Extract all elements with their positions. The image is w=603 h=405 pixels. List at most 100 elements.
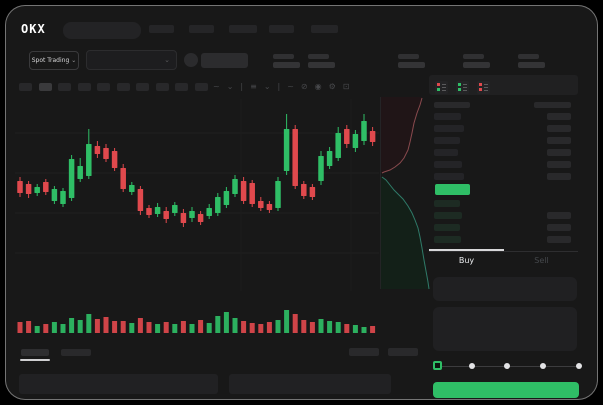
ask-price-cell[interactable] (434, 137, 460, 144)
layout-icon-chip (479, 83, 482, 86)
toolbar-icon[interactable]: ≡ (250, 81, 257, 91)
nav-item[interactable] (149, 25, 174, 33)
toolbar-interval-button[interactable] (39, 83, 52, 91)
layout-icon-line (484, 83, 488, 85)
layout-icon-line (463, 83, 467, 85)
tab-sell[interactable]: Sell (534, 256, 549, 265)
bid-price-cell[interactable] (434, 200, 460, 207)
order-input-field[interactable] (433, 307, 577, 351)
toolbar-icon[interactable]: | (240, 81, 244, 91)
chart-range-button[interactable] (388, 348, 418, 356)
orderbook-column-header (434, 102, 470, 108)
ask-amount-cell[interactable] (547, 113, 571, 120)
layout-icon-chip (437, 83, 440, 86)
ticker-stat-label (463, 54, 484, 59)
orderbook-layout-icon[interactable] (477, 81, 490, 94)
orderbook-column-header (534, 102, 571, 108)
ticker-stat-value (463, 62, 490, 68)
ticker-stat-label (308, 54, 329, 59)
okx-logo: OKX (21, 22, 46, 36)
layout-icon-line (484, 89, 488, 91)
bid-amount-cell[interactable] (547, 224, 571, 231)
layout-icon-line (442, 89, 446, 91)
bid-price-cell[interactable] (434, 236, 461, 243)
ask-amount-cell[interactable] (547, 137, 571, 144)
layout-icon-chip (479, 88, 482, 91)
spot-trading-dropdown[interactable]: Spot Trading ⌄ (29, 51, 79, 70)
slider-step-dot[interactable] (469, 363, 475, 369)
toolbar-interval-button[interactable] (136, 83, 149, 91)
layout-icon-line (463, 86, 467, 88)
slider-step-dot[interactable] (540, 363, 546, 369)
bottom-tab[interactable] (61, 349, 91, 356)
orderbook-layout-icon[interactable] (456, 81, 469, 94)
toolbar-interval-button[interactable] (175, 83, 188, 91)
toolbar-icon[interactable]: | (277, 81, 281, 91)
toolbar-interval-button[interactable] (195, 83, 208, 91)
amount-slider-handle[interactable] (433, 361, 442, 370)
layout-icon-chip (458, 88, 461, 91)
toolbar-icon[interactable]: ~ (287, 81, 294, 91)
toolbar-interval-button[interactable] (78, 83, 91, 91)
ask-price-cell[interactable] (434, 113, 461, 120)
toolbar-interval-button[interactable] (19, 83, 32, 91)
layout-icon-line (484, 86, 488, 88)
bottom-panel (229, 374, 391, 394)
ask-amount-cell[interactable] (547, 125, 571, 132)
nav-item[interactable] (189, 25, 214, 33)
toolbar-interval-button[interactable] (58, 83, 71, 91)
bid-price-cell[interactable] (434, 224, 460, 231)
ticker-stat-value (398, 62, 425, 68)
pair-select-dropdown[interactable]: ⌄ (86, 50, 177, 70)
active-tab-underline (429, 249, 504, 251)
layout-icon-chip (437, 88, 440, 91)
orderbook-layout-icon[interactable] (435, 81, 448, 94)
chart-range-button[interactable] (349, 348, 379, 356)
last-price-badge[interactable] (435, 184, 470, 195)
layout-icon-line (442, 86, 446, 88)
app-window: OKX Spot Trading ⌄ ⌄ ~ ⌄ | ≡ ⌄ | ~ ⊘ ◉ ⚙ ⊡ Buy Sel… (5, 5, 598, 400)
ticker-stat-value (308, 62, 335, 68)
ticker-stat-label (518, 54, 539, 59)
spot-trading-label: Spot Trading (31, 57, 70, 64)
trade-tabs-divider (429, 251, 578, 252)
ask-amount-cell[interactable] (547, 173, 571, 180)
nav-item[interactable] (311, 25, 338, 33)
toolbar-icon[interactable]: ⌄ (226, 81, 234, 91)
layout-icon-line (463, 89, 467, 91)
nav-item[interactable] (269, 25, 294, 33)
chevron-down-icon: ⌄ (164, 56, 170, 64)
toolbar-interval-button[interactable] (97, 83, 110, 91)
toolbar-interval-button[interactable] (156, 83, 169, 91)
toolbar-icon[interactable]: ⌄ (263, 81, 271, 91)
tab-buy[interactable]: Buy (458, 256, 475, 265)
layout-icon-line (442, 83, 446, 85)
toolbar-icon[interactable]: ~ (213, 81, 220, 91)
bottom-panel (19, 374, 218, 394)
slider-step-dot[interactable] (576, 363, 582, 369)
toolbar-interval-button[interactable] (117, 83, 130, 91)
ask-price-cell[interactable] (434, 173, 464, 180)
pair-info-box (201, 53, 248, 68)
bid-price-cell[interactable] (434, 212, 462, 219)
ask-price-cell[interactable] (434, 125, 464, 132)
toolbar-icon[interactable]: ⊘ (300, 81, 308, 91)
ask-price-cell[interactable] (434, 149, 458, 156)
slider-step-dot[interactable] (504, 363, 510, 369)
toolbar-icon[interactable]: ◉ (314, 81, 322, 91)
orderbook-toolbar (429, 75, 578, 95)
nav-item[interactable] (229, 25, 257, 33)
toolbar-icon[interactable]: ⊡ (342, 81, 350, 91)
search-input[interactable] (63, 22, 141, 39)
ask-price-cell[interactable] (434, 161, 462, 168)
bid-amount-cell[interactable] (547, 212, 571, 219)
bottom-tab[interactable] (21, 349, 49, 356)
buy-submit-button[interactable] (433, 382, 579, 398)
bid-amount-cell[interactable] (547, 236, 571, 243)
ask-amount-cell[interactable] (547, 149, 571, 156)
order-input-field[interactable] (433, 277, 577, 301)
toolbar-icon[interactable]: ⚙ (328, 81, 336, 91)
ask-amount-cell[interactable] (547, 161, 571, 168)
ticker-stat-value (518, 62, 545, 68)
